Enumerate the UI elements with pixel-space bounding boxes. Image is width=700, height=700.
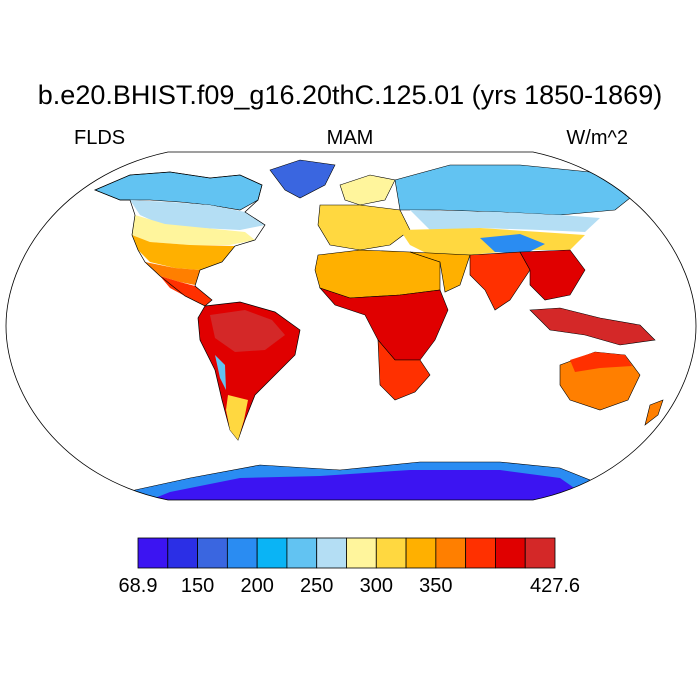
- map-content: [94, 159, 664, 500]
- colorbar-swatch: [256, 537, 288, 569]
- colorbar: [137, 537, 556, 569]
- colorbar-label: 350: [419, 575, 453, 597]
- region-africa-central: [319, 287, 449, 361]
- region-central-america: [160, 276, 212, 306]
- region-australia-north: [570, 352, 632, 372]
- colorbar-label: 300: [359, 575, 393, 597]
- region-usa-north: [132, 215, 255, 245]
- colorbar-swatch: [405, 537, 437, 569]
- region-indonesia: [529, 307, 656, 346]
- region-russia: [394, 164, 641, 216]
- region-andes: [215, 355, 226, 390]
- colorbar-swatch: [346, 537, 377, 569]
- colorbar-swatch: [137, 537, 169, 569]
- colorbar-swatch: [316, 537, 347, 569]
- region-mexico: [145, 262, 200, 285]
- colorbar-label: 68.9: [118, 575, 158, 597]
- colorbar-label: 150: [180, 575, 215, 597]
- region-new-zealand: [644, 399, 664, 426]
- colorbar-swatch: [167, 537, 198, 569]
- region-usa-south: [132, 235, 235, 270]
- units-label: W/m^2: [566, 127, 628, 149]
- colorbar-label: 427.6: [529, 575, 581, 597]
- season-label: MAM: [326, 127, 374, 149]
- colorbar-swatch: [465, 537, 496, 569]
- region-antarctica: [150, 470, 580, 500]
- variable-label: FLDS: [74, 127, 126, 149]
- colorbar-swatch: [495, 537, 526, 569]
- plot-title: b.e20.BHIST.f09_g16.20thC.125.01 (yrs 18…: [37, 80, 663, 110]
- colorbar-swatch: [435, 537, 467, 569]
- map-outline: [5, 151, 697, 501]
- region-india: [469, 251, 531, 311]
- region-canada-south: [130, 200, 265, 230]
- region-sahara: [314, 249, 441, 299]
- region-southeast-asia: [519, 249, 586, 301]
- colorbar-swatch: [226, 537, 258, 569]
- colorbar-swatch: [197, 537, 228, 569]
- colorbar-swatch: [524, 537, 556, 569]
- region-scandinavia: [339, 174, 396, 206]
- colorbar-label: 200: [240, 575, 274, 597]
- region-patagonia: [226, 395, 248, 440]
- region-africa-south: [377, 339, 431, 401]
- colorbar-label: 250: [300, 575, 334, 597]
- colorbar-swatch: [286, 537, 318, 569]
- region-greenland: [269, 159, 336, 199]
- region-europe: [317, 204, 411, 251]
- region-siberia-south: [410, 210, 600, 232]
- region-tibet: [480, 234, 545, 254]
- colorbar-swatch: [375, 537, 407, 569]
- region-amazon: [210, 310, 285, 352]
